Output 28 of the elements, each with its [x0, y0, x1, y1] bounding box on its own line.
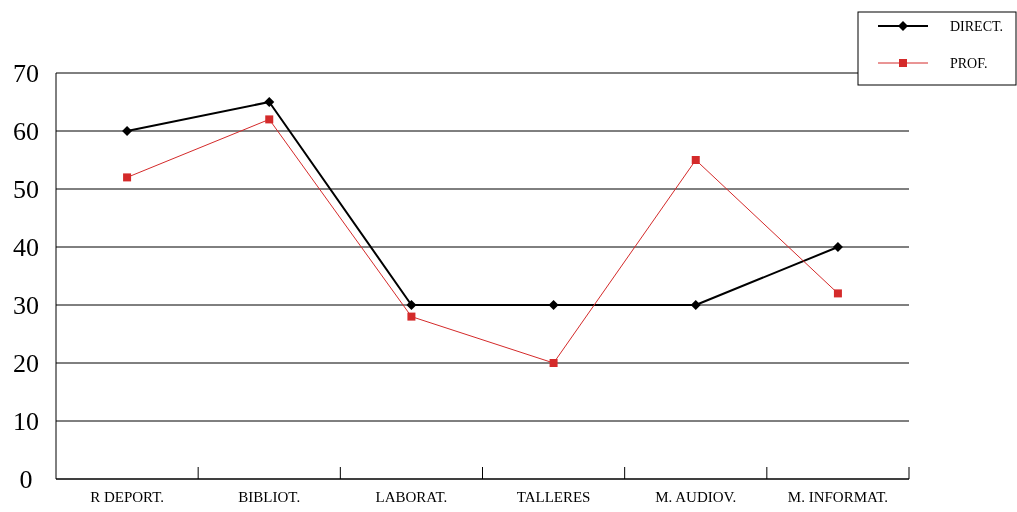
point	[833, 289, 842, 298]
point	[123, 173, 132, 182]
point	[122, 126, 133, 136]
y-tick-label: 60	[13, 117, 39, 147]
point	[406, 300, 417, 310]
legend-label: PROF.	[950, 56, 988, 71]
y-tick-label: 40	[13, 233, 39, 263]
x-tick-label: M. AUDIOV.	[655, 489, 737, 505]
point	[264, 97, 275, 107]
y-tick-label: 0	[19, 465, 33, 495]
x-tick-label: M. INFORMAT.	[787, 489, 888, 505]
point	[832, 242, 843, 252]
point	[691, 156, 700, 164]
point	[548, 300, 559, 310]
y-tick-label: 70	[13, 59, 39, 89]
point	[690, 300, 701, 310]
y-tick-label: 20	[13, 349, 39, 379]
x-tick-label: BIBLIOT.	[238, 489, 301, 505]
point	[265, 115, 274, 124]
legend-label: DIRECT.	[950, 19, 1004, 34]
x-tick-label: R DEPORT.	[90, 489, 164, 505]
y-tick-label: 30	[13, 291, 39, 321]
y-tick-label: 10	[13, 407, 39, 437]
y-tick-label: 50	[13, 175, 39, 205]
point	[549, 359, 558, 367]
x-tick-label: TALLERES	[516, 489, 591, 505]
x-tick-label: LABORAT.	[375, 489, 448, 505]
point	[407, 312, 416, 321]
